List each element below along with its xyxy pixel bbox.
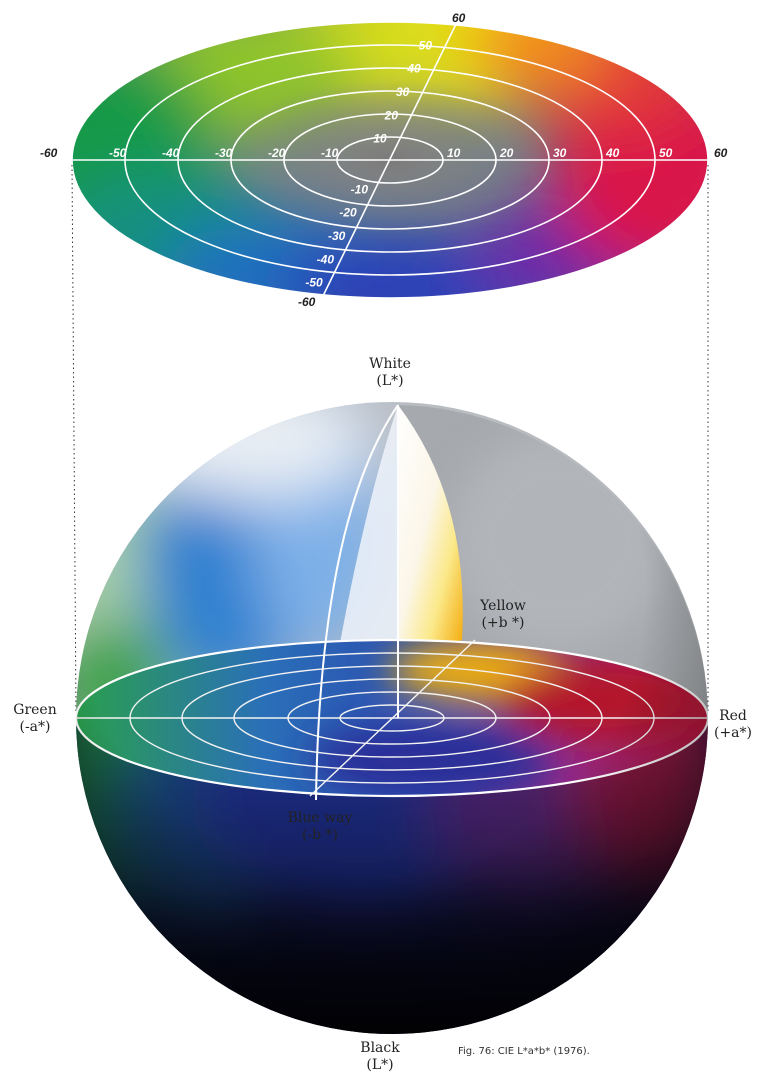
b-axis-tick-label: -20 [339, 206, 357, 220]
white-axis-label: White (L*) [369, 356, 411, 389]
a-axis-tick-label: -40 [162, 146, 180, 160]
yellow-axis-label: Yellow (+b *) [480, 598, 526, 631]
color-sphere [74, 402, 710, 1034]
a-axis-tick-label: -20 [268, 146, 286, 160]
b-axis-tick-label: -60 [298, 295, 316, 309]
a-axis-tick-label: -10 [321, 146, 339, 160]
figure-caption: Fig. 76: CIE L*a*b* (1976). [458, 1046, 590, 1057]
a-axis-tick-labels: -60 -50 -40 -30 -20 -10 10 20 30 40 50 60 [40, 146, 728, 160]
a-axis-tick-label: 10 [447, 146, 461, 160]
b-axis-tick-label: -30 [328, 229, 346, 243]
red-axis-label: Red (+a*) [713, 708, 752, 741]
b-axis-tick-label: 50 [419, 38, 433, 52]
ab-plane-disc: -60 -50 -40 -30 -20 -10 10 20 30 40 50 60 10 20 30 40 5… [40, 11, 728, 309]
a-axis-tick-label: 40 [605, 146, 620, 160]
black-axis-label: Black (L*) [360, 1040, 400, 1073]
b-axis-tick-label: -40 [317, 252, 335, 266]
b-axis-tick-label: 10 [373, 132, 387, 146]
a-axis-tick-label: -30 [215, 146, 233, 160]
b-axis-tick-label: 30 [396, 85, 410, 99]
a-axis-tick-label: -60 [40, 146, 58, 160]
b-axis-tick-label: 40 [406, 62, 421, 76]
b-axis-tick-label: 60 [452, 11, 466, 25]
a-axis-tick-label: 20 [499, 146, 514, 160]
a-axis-tick-label: 50 [659, 146, 673, 160]
a-axis-tick-label: -50 [109, 146, 127, 160]
a-axis-tick-label: 30 [553, 146, 567, 160]
b-axis-tick-label: -10 [351, 182, 369, 196]
a-axis-tick-label: 60 [714, 146, 728, 160]
b-axis-tick-labels: 10 20 30 40 50 60 -10 -20 -30 -40 -50 -60 [298, 11, 466, 309]
green-axis-label: Green (-a*) [13, 702, 57, 735]
b-axis-tick-label: 20 [384, 108, 399, 122]
projection-lines [71, 164, 709, 713]
b-axis-tick-label: -50 [305, 276, 323, 290]
blue-axis-label: Blue way (-b *) [287, 810, 353, 843]
